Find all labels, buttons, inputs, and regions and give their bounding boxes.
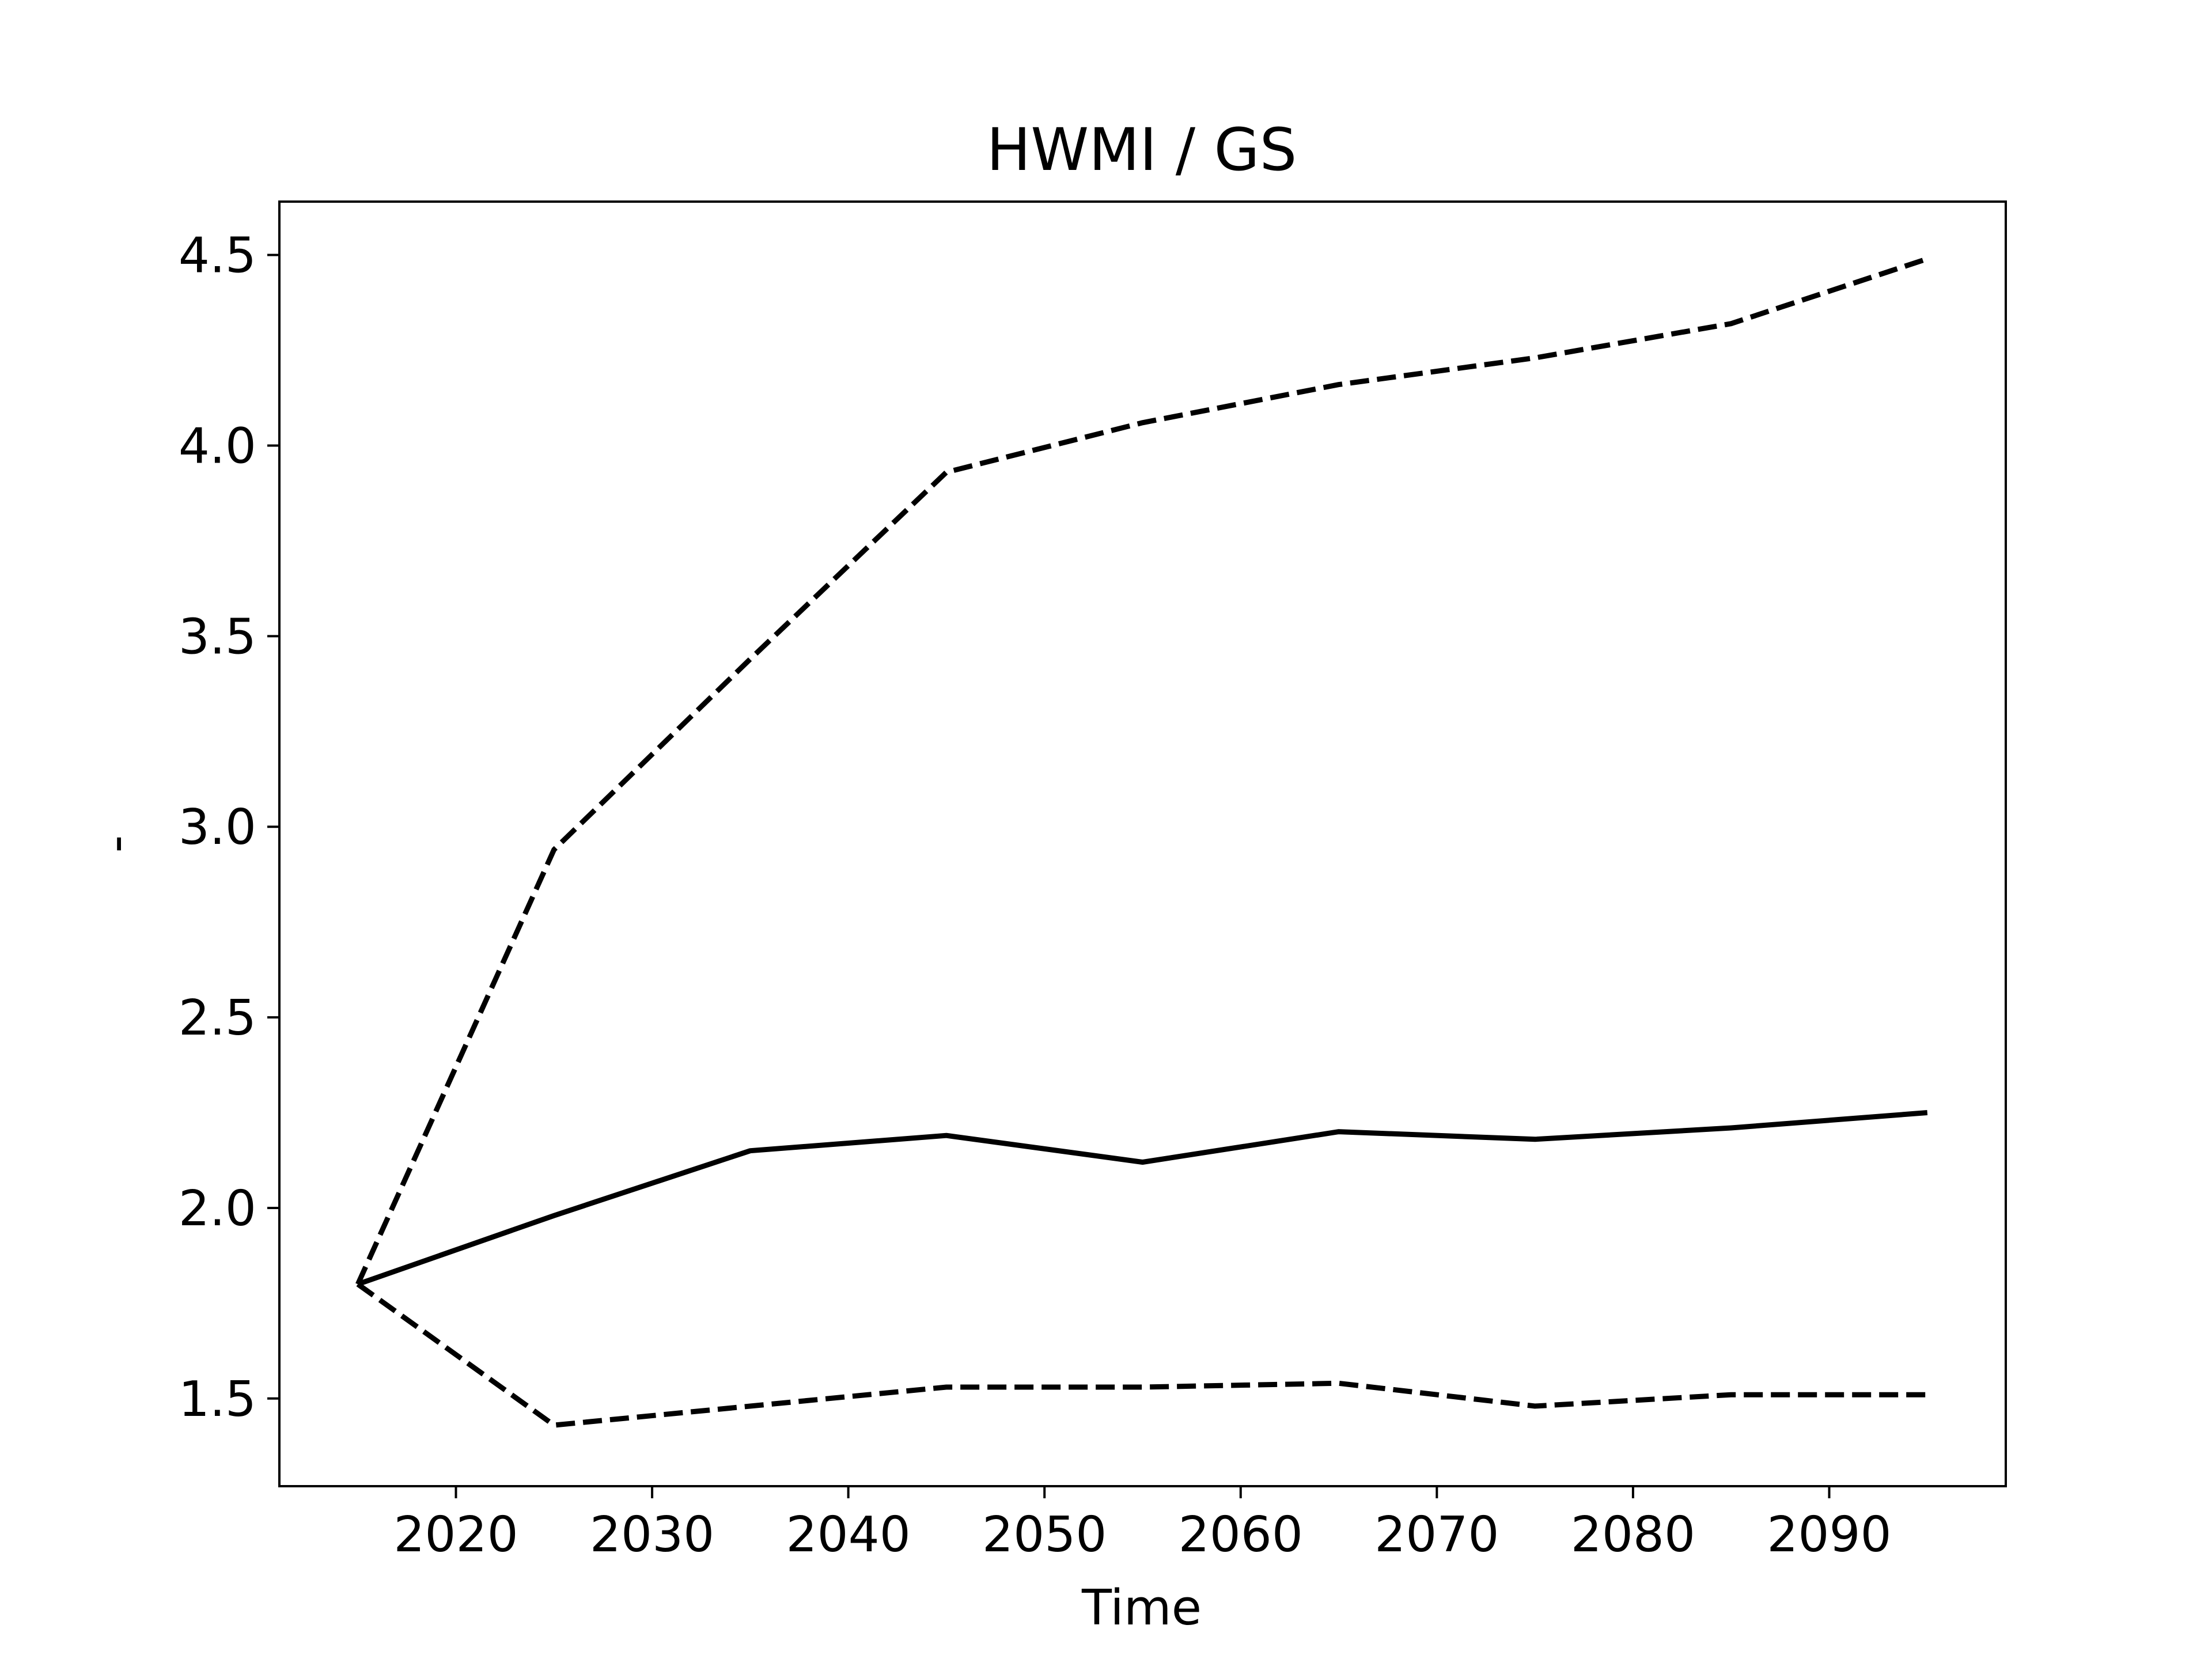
y-tick-label: 3.5 <box>179 608 256 665</box>
y-tick-label: 4.0 <box>179 418 256 475</box>
x-axis-label: Time <box>1081 1580 1202 1637</box>
lower-bound-series-line <box>356 1282 1927 1428</box>
y-tick-label: 3.0 <box>179 799 256 856</box>
x-tick-label: 2040 <box>786 1506 910 1563</box>
y-tick-label: 2.5 <box>179 990 256 1047</box>
upper-bound-series-line <box>355 256 1929 1286</box>
y-axis-label: - <box>88 835 145 853</box>
series-layer <box>355 256 1929 1428</box>
plot-area-frame <box>278 200 2007 1487</box>
x-tick-label: 2020 <box>393 1506 518 1563</box>
x-tick-label: 2090 <box>1767 1506 1891 1563</box>
y-tick-label: 2.0 <box>179 1180 256 1237</box>
x-tick-label: 2060 <box>1179 1506 1303 1563</box>
ticks-layer: 2020 2030 2040 2050 2060 2070 2080 2090 1.5 2.0 2.… <box>179 228 1892 1563</box>
x-tick-label: 2050 <box>982 1506 1107 1563</box>
y-tick-label: 4.5 <box>179 228 256 285</box>
x-tick-label: 2070 <box>1374 1506 1499 1563</box>
y-tick-label: 1.5 <box>179 1371 256 1428</box>
x-tick-label: 2080 <box>1571 1506 1695 1563</box>
mean-series-line <box>357 1110 1928 1287</box>
chart-title: HWMI / GS <box>987 116 1297 184</box>
x-tick-label: 2030 <box>590 1506 714 1563</box>
